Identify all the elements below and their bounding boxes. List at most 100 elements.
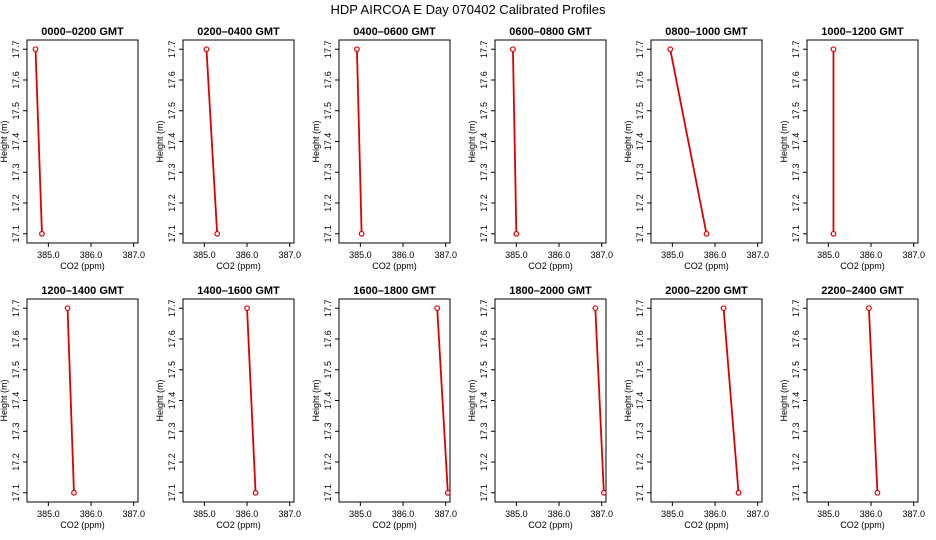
- x-axis-label: CO2 (ppm): [840, 261, 885, 271]
- y-tick-label: 17.4: [635, 392, 645, 410]
- x-axis-label: CO2 (ppm): [372, 520, 417, 530]
- figure-title: HDP AIRCOA E Day 070402 Calibrated Profi…: [330, 2, 606, 17]
- y-tick-label: 17.7: [167, 40, 177, 58]
- x-tick-label: 385.0: [505, 250, 528, 260]
- y-tick-label: 17.1: [323, 484, 333, 502]
- y-tick-label: 17.1: [791, 484, 801, 502]
- y-tick-label: 17.3: [11, 422, 21, 440]
- y-tick-label: 17.5: [791, 361, 801, 379]
- panel-title: 1600–1800 GMT: [353, 285, 436, 297]
- x-tick-label: 386.0: [860, 509, 883, 519]
- panel-title: 0800–1000 GMT: [665, 26, 748, 38]
- series-line: [594, 308, 605, 493]
- y-axis-label: Height (m): [311, 120, 321, 162]
- plot-frame: [650, 298, 763, 503]
- chart-panel: 2000–2200 GMT 385.0 386.0 387.0 CO2 (ppm) 17.…: [623, 285, 769, 530]
- y-tick-label: 17.5: [167, 361, 177, 379]
- data-point: [874, 489, 881, 496]
- x-tick-label: 387.0: [122, 250, 145, 260]
- y-tick-label: 17.5: [323, 361, 333, 379]
- y-tick-label: 17.5: [479, 361, 489, 379]
- x-tick-label: 385.0: [37, 509, 60, 519]
- y-tick-label: 17.5: [11, 361, 21, 379]
- y-tick-label: 17.1: [11, 484, 21, 502]
- chart-panel: 1200–1400 GMT 385.0 386.0 387.0 CO2 (ppm) 17.…: [0, 285, 145, 530]
- plot-frame: [494, 39, 607, 244]
- y-tick-label: 17.7: [635, 40, 645, 58]
- x-tick-label: 385.0: [349, 250, 372, 260]
- data-point: [203, 46, 210, 53]
- y-tick-label: 17.3: [323, 163, 333, 181]
- y-tick-label: 17.5: [635, 102, 645, 120]
- data-point: [600, 489, 607, 496]
- y-tick-label: 17.3: [479, 422, 489, 440]
- chart-panel: 0000–0200 GMT 385.0 386.0 387.0 CO2 (ppm) 17.…: [0, 26, 145, 271]
- y-tick-label: 17.4: [11, 392, 21, 410]
- data-point: [354, 46, 360, 53]
- series-line: [356, 49, 363, 234]
- data-point: [39, 230, 45, 237]
- series-line: [66, 308, 75, 493]
- x-tick-label: 387.0: [434, 250, 457, 260]
- y-tick-label: 17.4: [479, 133, 489, 151]
- panel-title: 0200–0400 GMT: [197, 26, 280, 38]
- y-tick-label: 17.1: [635, 484, 645, 502]
- data-point: [32, 46, 39, 53]
- y-tick-label: 17.3: [167, 163, 177, 181]
- x-tick-label: 387.0: [278, 509, 301, 519]
- y-tick-label: 17.4: [167, 133, 177, 151]
- y-tick-label: 17.3: [323, 422, 333, 440]
- x-tick-label: 387.0: [434, 509, 457, 519]
- x-tick-label: 387.0: [902, 509, 925, 519]
- y-tick-label: 17.3: [791, 163, 801, 181]
- y-tick-label: 17.7: [167, 299, 177, 317]
- y-tick-label: 17.5: [323, 102, 333, 120]
- y-tick-label: 17.1: [479, 225, 489, 243]
- x-axis-label: CO2 (ppm): [528, 261, 573, 271]
- data-point: [703, 230, 710, 237]
- x-tick-label: 387.0: [902, 250, 925, 260]
- x-tick-label: 385.0: [193, 250, 216, 260]
- y-tick-label: 17.7: [479, 40, 489, 58]
- x-tick-label: 386.0: [80, 250, 103, 260]
- chart-panel: 1800–2000 GMT 385.0 386.0 387.0 CO2 (ppm) 17.…: [467, 285, 613, 530]
- y-tick-label: 17.6: [791, 330, 801, 348]
- series-line: [512, 49, 518, 234]
- x-axis-label: CO2 (ppm): [372, 261, 417, 271]
- y-tick-label: 17.7: [323, 299, 333, 317]
- chart-panel: 0200–0400 GMT 385.0 386.0 387.0 CO2 (ppm) 17.…: [155, 26, 301, 271]
- y-tick-label: 17.4: [791, 392, 801, 410]
- x-tick-label: 386.0: [236, 509, 259, 519]
- y-tick-label: 17.4: [323, 392, 333, 410]
- x-tick-label: 386.0: [80, 509, 103, 519]
- data-point: [720, 305, 727, 312]
- y-tick-label: 17.2: [791, 194, 801, 212]
- y-tick-label: 17.2: [11, 453, 21, 471]
- data-point: [444, 489, 451, 496]
- y-tick-label: 17.4: [635, 133, 645, 151]
- y-tick-label: 17.4: [323, 133, 333, 151]
- y-tick-label: 17.6: [635, 71, 645, 89]
- y-tick-label: 17.3: [11, 163, 21, 181]
- y-tick-label: 17.6: [323, 71, 333, 89]
- plot-frame: [650, 39, 763, 244]
- data-point: [252, 489, 259, 496]
- y-axis-label: Height (m): [155, 379, 165, 421]
- plot-frame: [338, 39, 451, 244]
- data-point: [866, 305, 872, 312]
- chart-panel: 1600–1800 GMT 385.0 386.0 387.0 CO2 (ppm) 17.…: [311, 285, 457, 530]
- y-tick-label: 17.5: [479, 102, 489, 120]
- x-tick-label: 386.0: [548, 250, 571, 260]
- x-tick-label: 385.0: [37, 250, 60, 260]
- panel-title: 1800–2000 GMT: [509, 285, 592, 297]
- y-tick-label: 17.4: [11, 133, 21, 151]
- chart-panel: 0600–0800 GMT 385.0 386.0 387.0 CO2 (ppm) 17.…: [467, 26, 613, 271]
- series-line: [722, 308, 740, 493]
- y-tick-label: 17.3: [479, 163, 489, 181]
- chart-panel: 1000–1200 GMT 385.0 386.0 387.0 CO2 (ppm) 17.…: [779, 26, 925, 271]
- series-line: [205, 49, 219, 234]
- chart-panel: 0800–1000 GMT 385.0 386.0 387.0 CO2 (ppm) 17.…: [623, 26, 769, 271]
- plot-frame: [182, 39, 295, 244]
- x-tick-label: 386.0: [236, 250, 259, 260]
- y-axis-label: Height (m): [311, 379, 321, 421]
